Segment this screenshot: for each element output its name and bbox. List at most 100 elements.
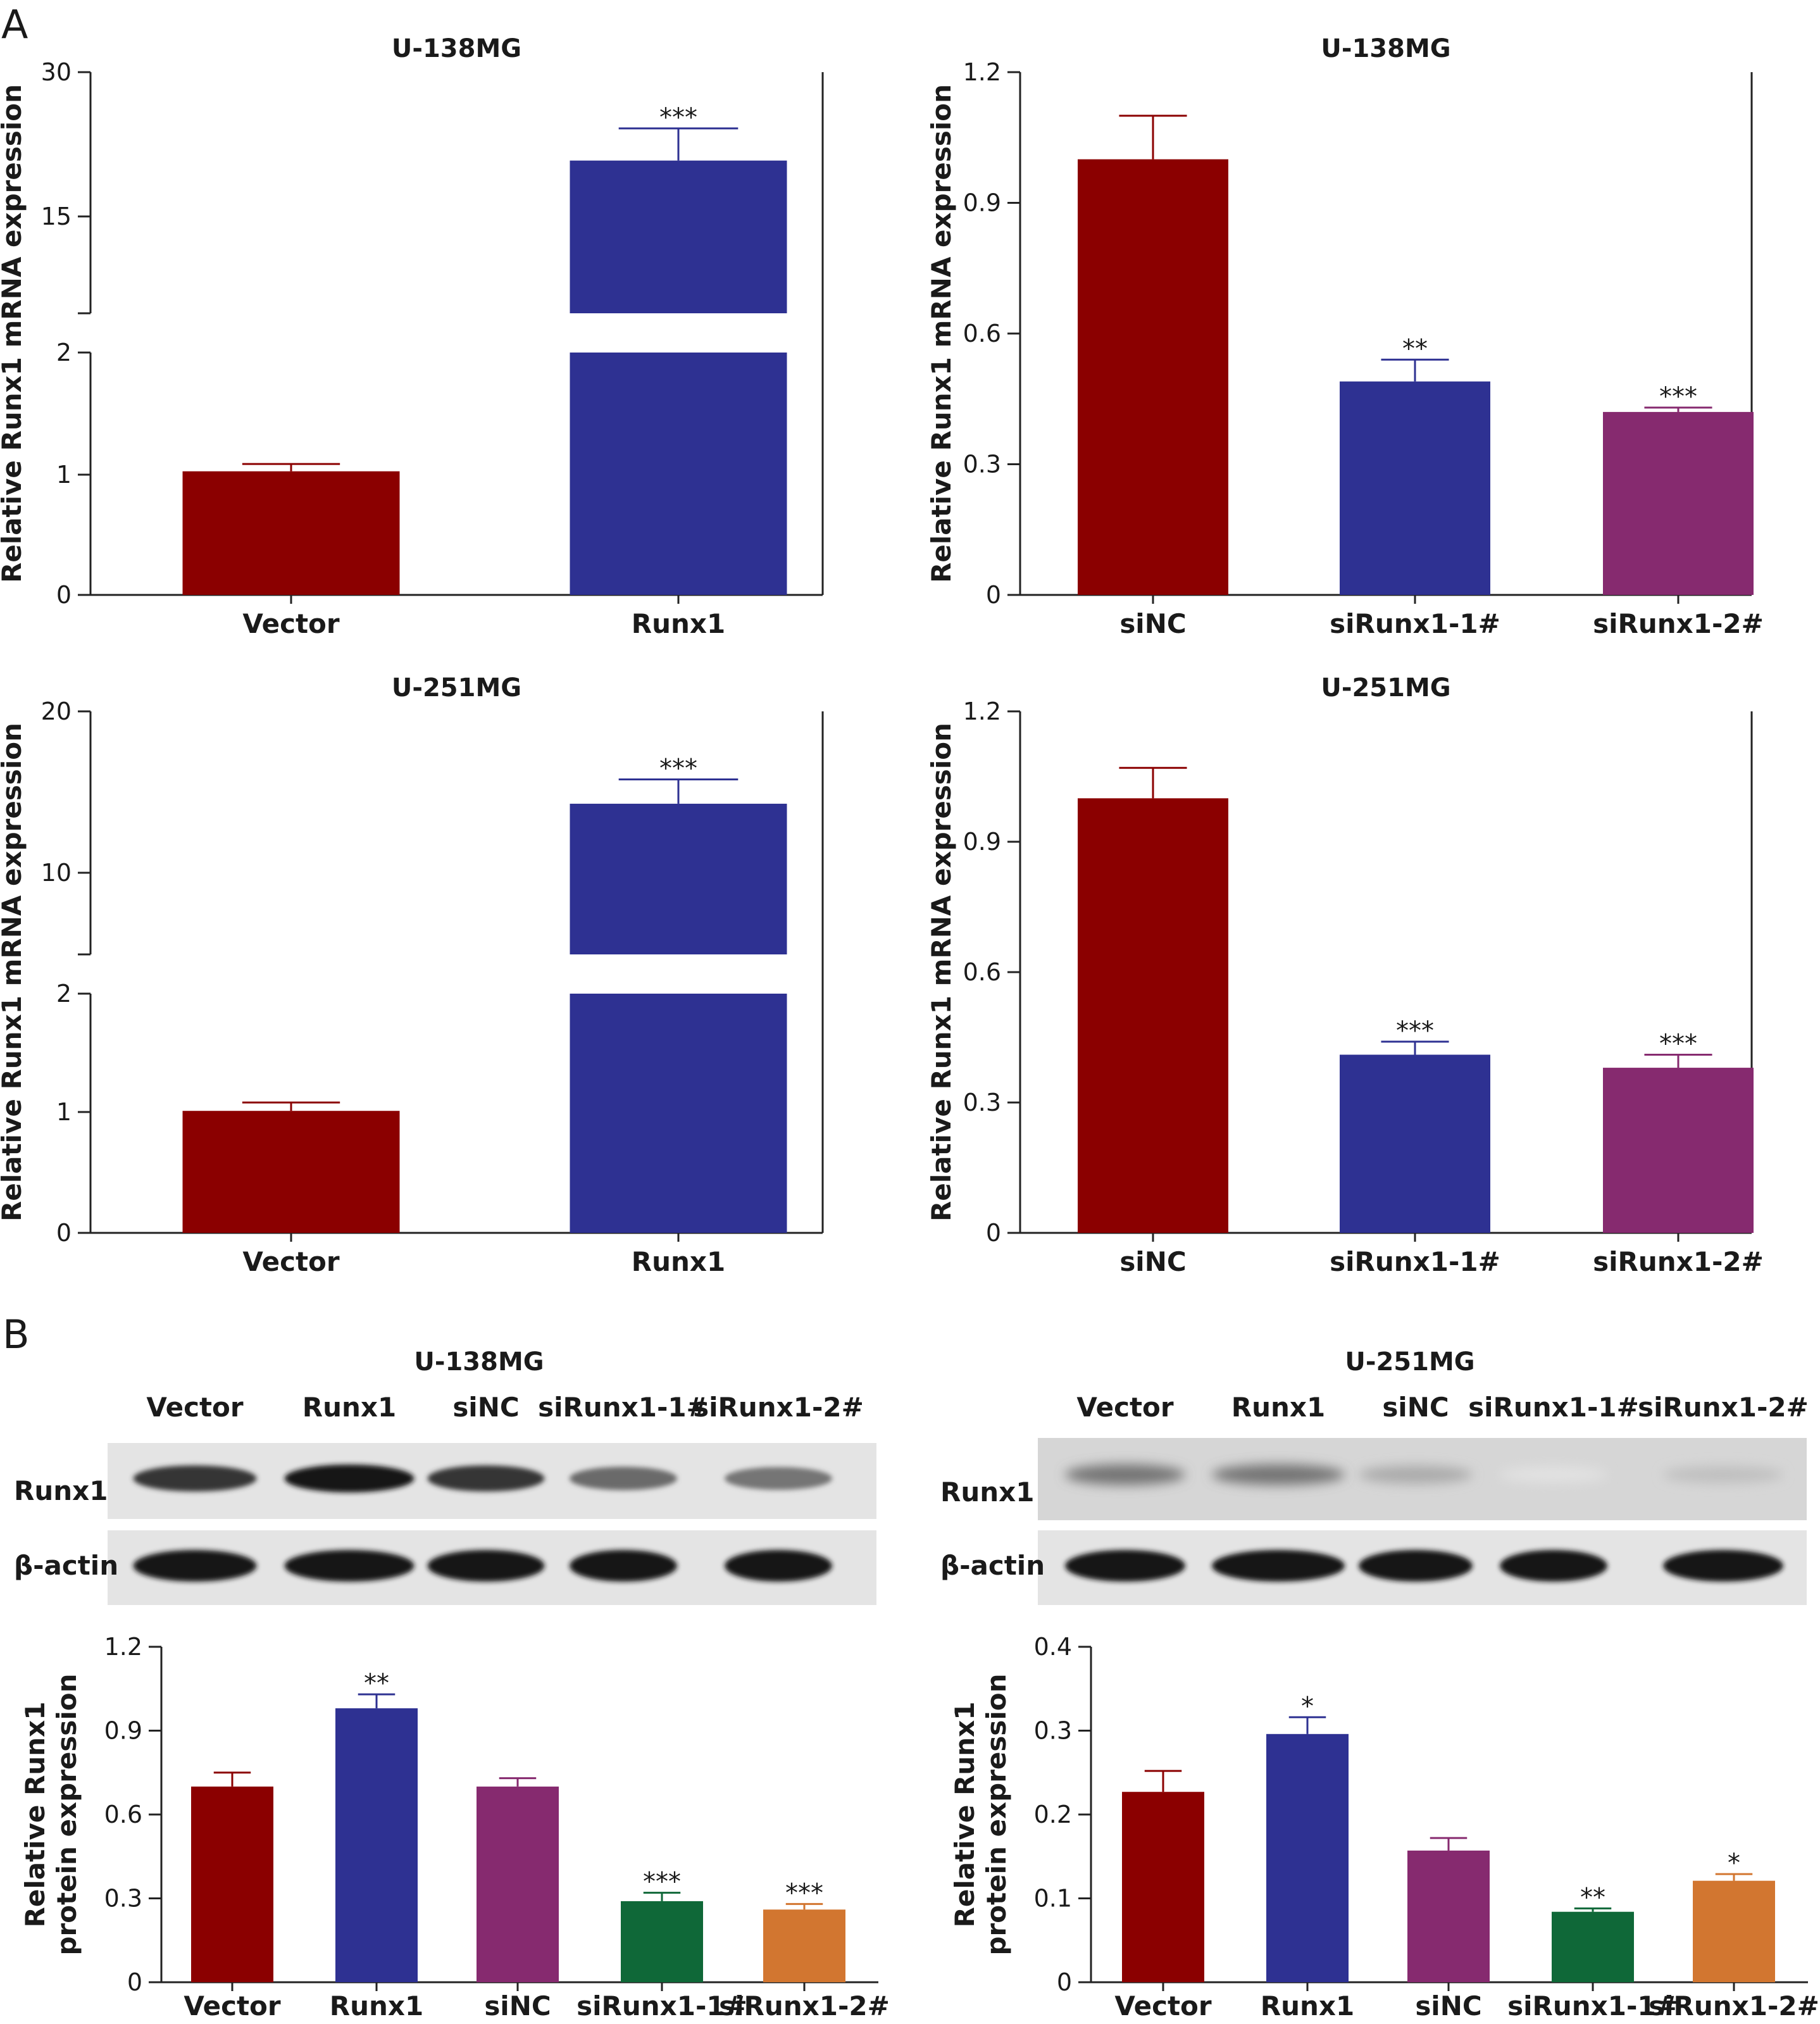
x-tick-label: siNC (484, 1990, 551, 2021)
x-tick-label: siNC (1119, 1246, 1186, 1277)
chart-5: Relative Runx1protein expression 0 0.3 0.6 0… (20, 1633, 890, 2021)
bar-runx1 (1266, 1734, 1349, 1982)
y-tick-label: 0.9 (963, 828, 1001, 856)
y-tick-label: 1 (56, 461, 72, 489)
y-tick-label: 1.2 (963, 58, 1001, 86)
lane-label: Vector (146, 1392, 244, 1423)
x-tick-label: Vector (1114, 1990, 1212, 2021)
chart-title: U-251MG (1321, 673, 1450, 703)
significance-mark: ** (1580, 1883, 1605, 1912)
bar-runx1 (570, 803, 787, 954)
panel-label-b: B (3, 1311, 30, 1358)
significance-mark: ** (364, 1669, 389, 1698)
band--actin-runx1 (1212, 1550, 1345, 1582)
blot-row-label: Runx1 (940, 1477, 1034, 1508)
significance-mark: *** (659, 103, 697, 132)
band--actin-vector (1065, 1550, 1185, 1582)
x-tick-label: siRunx1-2# (719, 1990, 890, 2021)
bar-sinc (1407, 1850, 1490, 1982)
blot-title: U-138MG (414, 1347, 544, 1377)
chart-4: U-251MG Relative Runx1 mRNA expression 0 0.… (926, 673, 1764, 1277)
bar-sirunx1-2 (763, 1909, 845, 1982)
y-axis-label: Relative Runx1 mRNA expression (926, 723, 957, 1221)
bar-vector (191, 1786, 273, 1982)
lane-label: siRunx1-2# (693, 1392, 864, 1423)
x-tick-label: siRunx1-2# (1593, 1246, 1764, 1277)
x-tick-label: Runx1 (632, 1246, 725, 1277)
band-runx1-runx1 (284, 1465, 414, 1492)
y-tick-label: 0.4 (1034, 1633, 1072, 1661)
lane-label: Runx1 (302, 1392, 396, 1423)
y-axis-label: Relative Runx1 mRNA expression (926, 84, 957, 583)
x-tick-label: Vector (184, 1990, 281, 2021)
x-tick-label: Vector (242, 608, 340, 639)
y-tick-label: 0.9 (963, 189, 1001, 217)
y-axis-label: Relative Runx1protein expression (949, 1673, 1012, 1955)
bar-sirunx1-2 (1603, 1068, 1754, 1233)
y-axis-label: Relative Runx1 mRNA expression (0, 84, 27, 583)
y-tick-label: 1.2 (963, 697, 1001, 725)
band--actin-vector (133, 1550, 257, 1582)
western-blot-1: U-138MG Vector Runx1 siNC siRunx1-1#siRunx1-… (14, 1347, 876, 1605)
band-runx1-sirunx1-2 (725, 1466, 832, 1490)
y-tick-label: 0 (56, 581, 72, 609)
y-tick-label: 0.6 (963, 320, 1001, 347)
y-tick-label: 30 (41, 58, 72, 86)
chart-title: U-138MG (1321, 34, 1450, 63)
significance-mark: ** (1402, 334, 1428, 363)
bar-sinc (477, 1786, 559, 1982)
y-tick-label: 0 (1057, 1968, 1072, 1996)
y-tick-label: 2 (56, 339, 72, 366)
y-tick-label: 0.1 (1034, 1885, 1072, 1913)
y-tick-label: 1 (56, 1098, 72, 1126)
bar-runx1 (570, 160, 787, 313)
bar-sirunx1-2 (1693, 1880, 1775, 1982)
x-tick-label: siRunx1-1# (1507, 1990, 1678, 2021)
x-tick-label: siNC (1415, 1990, 1481, 2021)
y-tick-label: 0.3 (963, 1089, 1001, 1116)
bar-runx1-lower (570, 353, 787, 595)
lane-label: siRunx1-1# (538, 1392, 709, 1423)
y-tick-label: 0 (127, 1968, 142, 1996)
y-tick-label: 0.9 (104, 1717, 142, 1745)
band-runx1-sinc (427, 1465, 545, 1492)
significance-mark: * (1301, 1692, 1314, 1721)
y-tick-label: 0 (986, 581, 1001, 609)
band-runx1-vector (133, 1465, 257, 1492)
x-tick-label: Vector (242, 1246, 340, 1277)
western-blot-2: U-251MG Vector Runx1 siNC siRunx1-1#siRunx1-… (940, 1347, 1809, 1605)
bar-sirunx1-1 (621, 1901, 703, 1982)
chart-3: U-251MG Relative Runx1 mRNA expression 0 1 2… (0, 673, 824, 1277)
x-tick-label: siRunx1-1# (577, 1990, 747, 2021)
band--actin-sirunx1-2 (1663, 1550, 1783, 1582)
band-runx1-sirunx1-2 (1663, 1466, 1783, 1484)
lane-label: siRunx1-2# (1638, 1392, 1809, 1423)
band--actin-sinc (427, 1550, 545, 1582)
significance-mark: *** (659, 754, 697, 784)
y-tick-label: 0.6 (963, 958, 1001, 986)
blot-row-label: β-actin (14, 1550, 118, 1581)
band-runx1-sinc (1359, 1465, 1473, 1484)
band--actin-sinc (1359, 1550, 1473, 1582)
bar-sirunx1-1 (1552, 1911, 1634, 1982)
chart-1: U-138MG Relative Runx1 mRNA expression 0 1 2… (0, 34, 824, 639)
lane-label: Runx1 (1231, 1392, 1325, 1423)
bar-vector (1122, 1792, 1204, 1982)
x-tick-label: Runx1 (330, 1990, 423, 2021)
bar-runx1-lower (570, 994, 787, 1233)
significance-mark: * (1728, 1849, 1740, 1878)
y-tick-label: 1.2 (104, 1633, 142, 1661)
y-tick-label: 0.3 (1034, 1717, 1072, 1745)
chart-6: Relative Runx1protein expression 0 0.1 0.2 0… (949, 1633, 1819, 2021)
x-tick-label: Runx1 (632, 608, 725, 639)
y-axis-label: Relative Runx1 mRNA expression (0, 723, 27, 1221)
blot-row-label: β-actin (940, 1550, 1045, 1581)
band-runx1-sirunx1-1 (1500, 1466, 1607, 1483)
bar-runx1 (335, 1708, 418, 1982)
lane-label: Vector (1076, 1392, 1174, 1423)
significance-mark: *** (1659, 382, 1697, 411)
x-tick-label: siNC (1119, 608, 1186, 639)
y-axis-label: Relative Runx1protein expression (20, 1673, 82, 1955)
band-runx1-vector (1065, 1464, 1185, 1485)
